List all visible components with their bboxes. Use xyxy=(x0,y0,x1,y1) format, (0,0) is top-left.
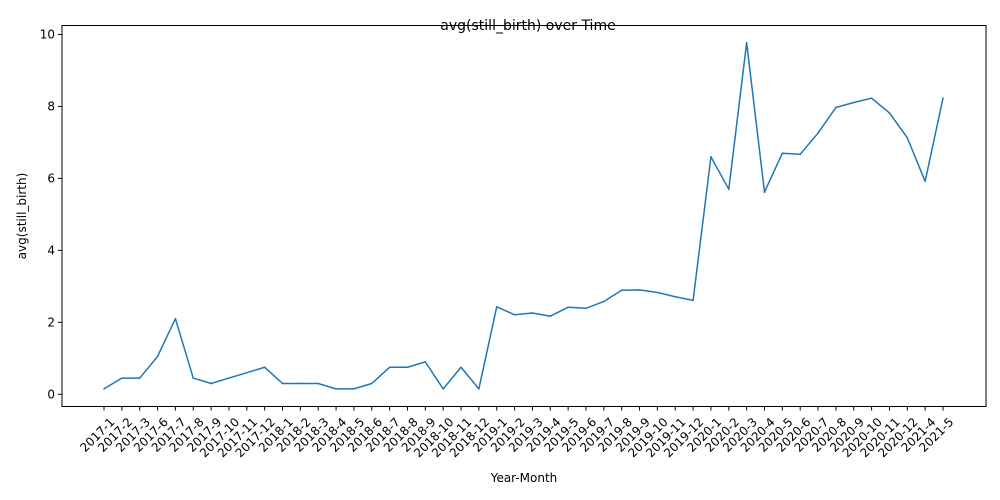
data-point xyxy=(852,101,855,104)
data-point xyxy=(460,366,462,369)
data-point xyxy=(567,306,569,309)
data-point xyxy=(674,295,677,298)
data-point xyxy=(763,191,766,193)
series-line xyxy=(103,42,944,390)
data-point xyxy=(495,306,498,308)
data-point xyxy=(799,153,801,156)
data-point xyxy=(906,136,909,139)
data-point xyxy=(549,315,552,317)
x-axis: 2017-12017-22017-32017-62017-72017-82017… xyxy=(77,406,956,460)
data-point xyxy=(603,300,605,303)
data-point xyxy=(924,180,926,183)
data-point xyxy=(620,289,623,292)
data-point xyxy=(835,106,837,109)
data-point xyxy=(353,388,355,390)
y-tick-label: 8 xyxy=(47,99,55,113)
data-point xyxy=(192,377,195,379)
data-point xyxy=(513,313,516,316)
data-point xyxy=(246,371,248,374)
data-point xyxy=(138,377,141,379)
data-point xyxy=(585,307,587,310)
data-point xyxy=(263,366,266,369)
data-point xyxy=(531,312,534,314)
data-point xyxy=(370,382,373,385)
data-point xyxy=(781,152,784,155)
data-point xyxy=(656,291,659,294)
data-point xyxy=(335,388,337,390)
data-point xyxy=(121,377,123,379)
data-point xyxy=(638,289,641,291)
y-tick-label: 2 xyxy=(47,315,55,329)
data-point xyxy=(103,388,105,390)
plot-frame xyxy=(61,25,987,407)
data-point xyxy=(692,299,694,302)
y-axis: 0 2 4 6 8 10 xyxy=(40,27,62,401)
data-point xyxy=(745,41,748,44)
data-point xyxy=(888,112,891,114)
data-point xyxy=(156,355,159,358)
data-point xyxy=(281,382,284,385)
y-tick-label: 4 xyxy=(47,243,55,257)
data-point xyxy=(442,388,444,390)
data-point xyxy=(388,366,391,369)
series-layer xyxy=(103,41,944,390)
data-point xyxy=(817,132,819,134)
data-point xyxy=(299,382,302,385)
data-point xyxy=(727,188,730,190)
y-axis-title: avg(still_birth) xyxy=(15,173,29,260)
data-point xyxy=(210,382,212,385)
data-point xyxy=(317,382,320,385)
x-axis-title: Year-Month xyxy=(490,471,558,485)
data-point xyxy=(870,97,873,99)
data-point xyxy=(942,97,944,99)
data-point xyxy=(478,388,480,390)
y-tick-label: 0 xyxy=(47,387,55,401)
data-point xyxy=(174,317,177,320)
data-point xyxy=(228,377,230,379)
data-point xyxy=(424,361,427,363)
y-tick-label: 10 xyxy=(40,27,55,41)
data-point xyxy=(406,366,409,369)
y-tick-label: 6 xyxy=(47,171,55,185)
data-point xyxy=(710,156,712,158)
